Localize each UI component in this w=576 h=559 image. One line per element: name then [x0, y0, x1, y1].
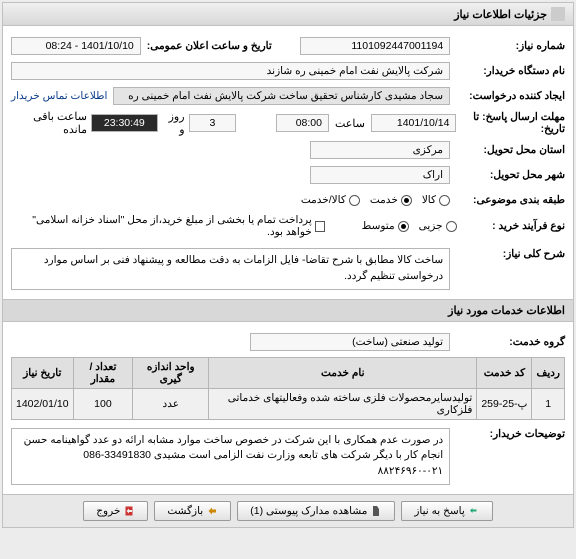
- return-icon: [206, 505, 218, 517]
- panel-title: جزئیات اطلاعات نیاز: [454, 8, 547, 21]
- buyer-notes-text: در صورت عدم همکاری با این شرکت در خصوص س…: [11, 428, 450, 485]
- need-desc-label: شرح کلی نیاز:: [450, 248, 565, 260]
- days-unit: روز و: [162, 110, 185, 136]
- col-idx: ردیف: [532, 357, 565, 388]
- delivery-city-label: شهر محل تحویل:: [450, 169, 565, 181]
- cell-idx: 1: [532, 388, 565, 419]
- class-goods-radio[interactable]: کالا: [422, 194, 450, 206]
- col-qty: تعداد / مقدار: [73, 357, 133, 388]
- col-code: کد خدمت: [477, 357, 532, 388]
- col-unit: واحد اندازه گیری: [133, 357, 209, 388]
- cell-unit: عدد: [133, 388, 209, 419]
- return-button[interactable]: بازگشت: [154, 501, 231, 521]
- purchase-type-radio-group: جزیی متوسط پرداخت تمام یا بخشی از مبلغ خ…: [11, 214, 457, 238]
- cell-code: پ-25-259: [477, 388, 532, 419]
- cell-date: 1402/01/10: [12, 388, 74, 419]
- class-service-radio[interactable]: خدمت: [370, 194, 412, 206]
- buyer-device-value: شرکت پالایش نفت امام خمینی ره شازند: [11, 62, 450, 80]
- classification-radio-group: کالا خدمت کالا/خدمت: [301, 194, 450, 206]
- request-creator-label: ایجاد کننده درخواست:: [450, 90, 565, 102]
- reply-button[interactable]: پاسخ به نیاز: [401, 501, 492, 521]
- countdown: 23:30:49: [91, 114, 158, 132]
- exit-button[interactable]: خروج: [83, 501, 148, 521]
- need-number-label: شماره نیاز:: [450, 40, 565, 52]
- buyer-device-label: نام دستگاه خریدار:: [450, 65, 565, 77]
- contact-link[interactable]: اطلاعات تماس خریدار: [11, 90, 107, 102]
- buyer-notes-label: توضیحات خریدار:: [450, 428, 565, 440]
- services-table: ردیف کد خدمت نام خدمت واحد اندازه گیری ت…: [11, 357, 565, 420]
- purchase-type-label: نوع فرآیند خرید :: [457, 220, 565, 232]
- table-row: 1 پ-25-259 تولیدسایرمحصولات فلزی ساخته ش…: [12, 388, 565, 419]
- attachment-icon: [370, 505, 382, 517]
- exit-icon: [123, 505, 135, 517]
- reply-time-value: 08:00: [276, 114, 329, 132]
- panel-header: جزئیات اطلاعات نیاز: [3, 3, 573, 26]
- reply-icon: [468, 505, 480, 517]
- col-date: تاریخ نیاز: [12, 357, 74, 388]
- delivery-city-value: اراک: [310, 166, 450, 184]
- delivery-province-label: استان محل تحویل:: [450, 144, 565, 156]
- cell-name: تولیدسایرمحصولات فلزی ساخته شده وفعالیته…: [209, 388, 477, 419]
- attachments-button[interactable]: مشاهده مدارک پیوستی (1): [237, 501, 395, 521]
- details-panel: جزئیات اطلاعات نیاز شماره نیاز: 11010924…: [2, 2, 574, 528]
- request-creator-value: سجاد مشیدی کارشناس تحقیق ساخت شرکت پالای…: [113, 87, 450, 105]
- reply-date-value: 1401/10/14: [371, 114, 457, 132]
- type-small-radio[interactable]: جزیی: [419, 220, 457, 232]
- table-header-row: ردیف کد خدمت نام خدمت واحد اندازه گیری ت…: [12, 357, 565, 388]
- col-name: نام خدمت: [209, 357, 477, 388]
- classification-label: طبقه بندی موضوعی:: [450, 194, 565, 206]
- public-announce-value: 1401/10/10 - 08:24: [11, 37, 141, 55]
- public-announce-label: تاریخ و ساعت اعلان عمومی:: [141, 40, 301, 52]
- payment-checkbox[interactable]: پرداخت تمام یا بخشی از مبلغ خرید،از محل …: [11, 214, 325, 238]
- delivery-province-value: مرکزی: [310, 141, 450, 159]
- need-number-value: 1101092447001194: [300, 37, 450, 55]
- time-label-1: ساعت: [335, 117, 365, 130]
- remaining-label: ساعت باقی مانده: [11, 110, 87, 136]
- reply-deadline-label: مهلت ارسال پاسخ: تا تاریخ:: [456, 111, 565, 135]
- panel-body: شماره نیاز: 1101092447001194 تاریخ و ساع…: [3, 26, 573, 299]
- days-count: 3: [189, 114, 237, 132]
- cell-qty: 100: [73, 388, 133, 419]
- service-group-value: تولید صنعتی (ساخت): [250, 333, 450, 351]
- need-desc-text: ساخت کالا مطابق با شرح تقاضا- فایل الزام…: [11, 248, 450, 290]
- type-medium-radio[interactable]: متوسط: [362, 220, 409, 232]
- services-section-title: اطلاعات خدمات مورد نیاز: [3, 299, 573, 322]
- service-group-label: گروه خدمت:: [450, 336, 565, 348]
- class-both-radio[interactable]: کالا/خدمت: [301, 194, 360, 206]
- footer-buttons: پاسخ به نیاز مشاهده مدارک پیوستی (1) باز…: [3, 494, 573, 527]
- header-icon: [551, 7, 565, 21]
